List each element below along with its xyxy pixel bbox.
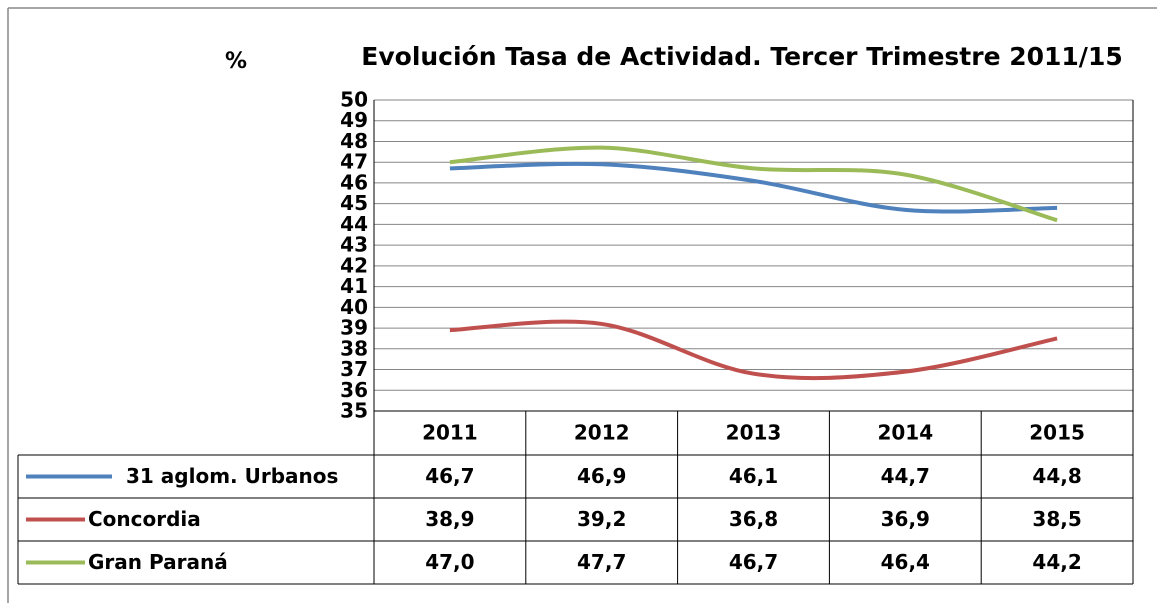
data-label: 46,9 [577,464,626,488]
x-tick-label: 2011 [422,421,478,445]
data-label: 44,8 [1032,464,1081,488]
y-tick-label: 40 [340,295,368,319]
y-tick-label: 46 [340,170,368,194]
legend-label: Gran Paraná [88,550,228,574]
y-tick-label: 45 [340,191,368,215]
data-label: 44,2 [1032,550,1081,574]
y-tick-label: 48 [340,129,368,153]
data-label: 46,7 [729,550,778,574]
data-label: 46,1 [729,464,778,488]
x-tick-label: 2012 [574,421,630,445]
data-label: 36,9 [881,507,930,531]
y-tick-label: 41 [340,274,368,298]
series-line [449,161,1058,214]
data-label: 38,9 [425,507,474,531]
data-label: 46,7 [425,464,474,488]
legend-label: 31 aglom. Urbanos [126,464,338,488]
y-tick-label: 49 [340,108,368,132]
data-label: 38,5 [1032,507,1081,531]
y-tick-label: 35 [340,399,368,423]
y-tick-label: 50 [340,88,368,112]
x-tick-label: 2013 [726,421,782,445]
data-label: 47,0 [425,550,474,574]
data-label: 46,4 [881,550,930,574]
data-label: 36,8 [729,507,778,531]
y-axis-label: % [225,49,247,74]
data-label: 47,7 [577,550,626,574]
y-tick-label: 47 [340,150,368,174]
y-tick-label: 37 [340,357,368,381]
y-tick-label: 44 [340,212,368,236]
x-tick-label: 2014 [877,421,933,445]
data-label: 44,7 [881,464,930,488]
data-label: 39,2 [577,507,626,531]
y-tick-label: 39 [340,316,368,340]
legend-label: Concordia [88,507,201,531]
y-tick-label: 38 [340,336,368,360]
y-tick-label: 43 [340,233,368,257]
x-tick-label: 2015 [1029,421,1085,445]
series-line [449,145,1058,223]
chart-title: Evolución Tasa de Actividad. Tercer Trim… [361,42,1122,71]
y-tick-label: 36 [340,378,368,402]
series-line [449,319,1058,381]
y-tick-label: 42 [340,253,368,277]
